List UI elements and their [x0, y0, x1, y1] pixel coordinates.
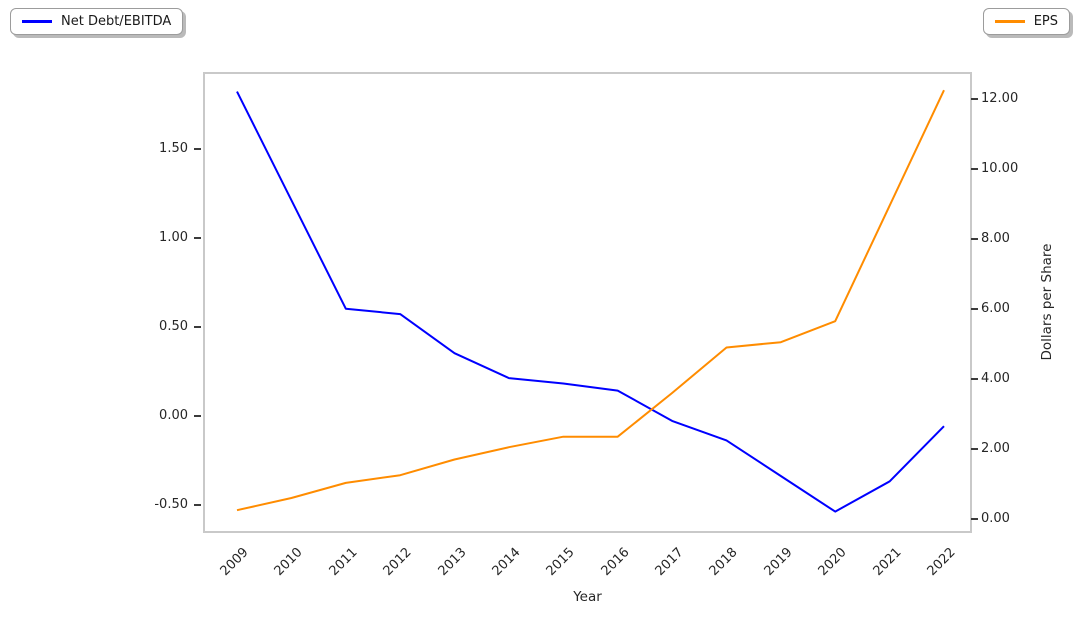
x-tick-label: 2022	[924, 545, 959, 580]
left-y-tick	[194, 325, 201, 328]
legend-net-debt-label: Net Debt/EBITDA	[61, 14, 172, 29]
series-line-0	[236, 91, 945, 513]
x-tick-label: 2018	[707, 545, 742, 580]
x-tick-label: 2011	[326, 545, 361, 580]
x-tick-label: 2014	[489, 545, 524, 580]
x-tick-label: 2017	[652, 545, 687, 580]
left-y-tick	[194, 236, 201, 239]
right-y-tick	[971, 307, 978, 310]
right-y-tick-label: 6.00	[981, 300, 1010, 316]
right-y-tick	[971, 167, 978, 170]
legend-eps: EPS	[982, 8, 1070, 35]
x-tick-label: 2019	[761, 545, 796, 580]
right-y-tick	[971, 447, 978, 450]
right-y-tick-label: 0.00	[981, 510, 1010, 526]
x-tick-label: 2009	[217, 545, 252, 580]
right-y-tick-label: 2.00	[981, 440, 1010, 456]
x-tick-label: 2013	[435, 545, 470, 580]
x-tick-label: 2020	[815, 545, 850, 580]
legend-eps-line-swatch	[994, 20, 1025, 23]
left-y-tick-label: 0.00	[159, 407, 188, 423]
left-y-tick-label: 1.50	[159, 140, 188, 156]
right-y-tick-label: 10.00	[981, 160, 1019, 176]
left-y-tick	[194, 503, 201, 506]
right-y-tick	[971, 517, 978, 520]
right-y-tick-label: 12.00	[981, 90, 1019, 106]
series-line-1	[236, 89, 945, 512]
left-y-tick-label: 0.50	[159, 318, 188, 334]
legend-eps-label: EPS	[1033, 14, 1058, 29]
legend-net-debt-line-swatch	[22, 20, 52, 23]
line-chart-svg	[236, 89, 945, 513]
left-y-tick	[194, 414, 201, 417]
x-tick-label: 2010	[271, 545, 306, 580]
legend-net-debt-ebitda: Net Debt/EBITDA	[10, 8, 184, 35]
x-tick-label: 2015	[543, 545, 578, 580]
right-y-tick-label: 4.00	[981, 370, 1010, 386]
right-y-tick-label: 8.00	[981, 230, 1010, 246]
right-y-tick	[971, 237, 978, 240]
x-tick-label: 2021	[870, 545, 905, 580]
left-y-tick	[194, 147, 201, 150]
left-y-tick-label: 1.00	[159, 229, 188, 245]
right-y-axis-title: Dollars per Share	[1039, 243, 1055, 361]
left-y-tick-label: -0.50	[154, 496, 188, 512]
x-tick-label: 2016	[598, 545, 633, 580]
right-y-tick	[971, 97, 978, 100]
right-y-tick	[971, 377, 978, 380]
x-axis-title: Year	[573, 589, 602, 605]
plot-area	[203, 72, 972, 533]
x-tick-label: 2012	[380, 545, 415, 580]
